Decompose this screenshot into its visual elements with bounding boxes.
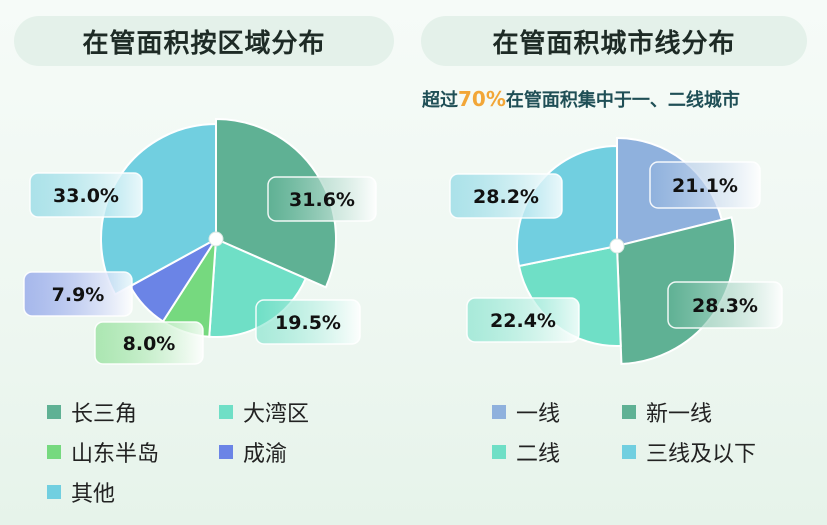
pie-center-dot bbox=[609, 238, 625, 254]
legend-label: 山东半岛 bbox=[71, 442, 160, 467]
data-label-box bbox=[449, 173, 563, 219]
data-label-text: 33.0% bbox=[53, 185, 119, 207]
legend-item: 山东半岛 bbox=[47, 436, 159, 468]
legend-swatch bbox=[492, 405, 506, 419]
legend-item: 三线及以下 bbox=[622, 436, 756, 468]
legend-item: 成渝 bbox=[219, 436, 287, 468]
data-label-tier-2: 22.4% bbox=[466, 297, 580, 343]
data-label-box bbox=[255, 299, 361, 345]
subtitle-prefix: 超过 bbox=[422, 90, 458, 111]
data-label-region-2: 8.0% bbox=[94, 321, 204, 365]
subtitle-suffix: 在管面积集中于一、二线城市 bbox=[505, 90, 740, 111]
data-label-text: 19.5% bbox=[275, 312, 341, 334]
data-label-box bbox=[649, 161, 761, 209]
legend-item: 新一线 bbox=[622, 396, 712, 428]
data-label-tier-3: 28.2% bbox=[449, 173, 563, 219]
legend-item: 其他 bbox=[47, 476, 115, 508]
data-label-tier-1: 28.3% bbox=[667, 281, 783, 329]
data-label-box bbox=[267, 176, 377, 222]
data-label-text: 21.1% bbox=[672, 175, 738, 197]
legend-item: 一线 bbox=[492, 396, 560, 428]
data-label-text: 7.9% bbox=[52, 284, 105, 306]
legend-label: 二线 bbox=[516, 442, 561, 467]
legend-swatch bbox=[219, 405, 233, 419]
right-chart-title: 在管面积城市线分布 bbox=[421, 16, 807, 66]
legend-label: 其他 bbox=[71, 482, 116, 507]
data-label-text: 31.6% bbox=[289, 189, 355, 211]
legend-swatch bbox=[47, 405, 61, 419]
legend-swatch bbox=[622, 445, 636, 459]
left-chart-title: 在管面积按区域分布 bbox=[14, 16, 394, 66]
legend-label: 新一线 bbox=[646, 402, 713, 427]
data-label-region-1: 19.5% bbox=[255, 299, 361, 345]
subtitle-highlight: 70% bbox=[458, 87, 506, 111]
legend-swatch bbox=[492, 445, 506, 459]
data-label-box bbox=[23, 271, 133, 317]
data-label-region-0: 31.6% bbox=[267, 176, 377, 222]
legend-swatch bbox=[622, 405, 636, 419]
legend-label: 一线 bbox=[516, 402, 561, 427]
legend-item: 二线 bbox=[492, 436, 560, 468]
legend-label: 三线及以下 bbox=[646, 442, 757, 467]
data-label-box bbox=[29, 172, 143, 218]
legend-item: 长三角 bbox=[47, 396, 137, 428]
data-label-text: 28.2% bbox=[473, 186, 539, 208]
legend-swatch bbox=[219, 445, 233, 459]
data-label-box bbox=[94, 321, 204, 365]
data-label-box bbox=[466, 297, 580, 343]
right-chart-subtitle: 超过70%在管面积集中于一、二线城市 bbox=[422, 86, 812, 112]
legend-swatch bbox=[47, 485, 61, 499]
pie-chart-region bbox=[100, 117, 337, 338]
legend-label: 成渝 bbox=[243, 442, 288, 467]
legend-label: 大湾区 bbox=[243, 402, 310, 427]
legend-label: 长三角 bbox=[71, 402, 138, 427]
legend-swatch bbox=[47, 445, 61, 459]
data-label-text: 8.0% bbox=[123, 333, 176, 355]
data-label-box bbox=[667, 281, 783, 329]
legend-item: 大湾区 bbox=[219, 396, 309, 428]
data-label-region-4: 33.0% bbox=[29, 172, 143, 218]
pie-center-dot bbox=[208, 231, 224, 247]
data-label-text: 28.3% bbox=[692, 295, 758, 317]
data-label-region-3: 7.9% bbox=[23, 271, 133, 317]
data-label-tier-0: 21.1% bbox=[649, 161, 761, 209]
data-label-text: 22.4% bbox=[490, 310, 556, 332]
